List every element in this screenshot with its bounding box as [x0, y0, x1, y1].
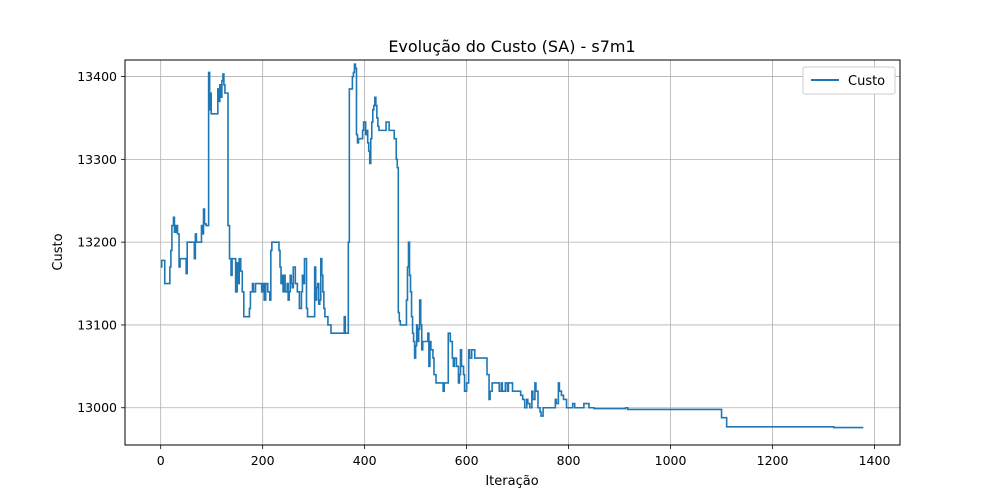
x-tick-label: 600 — [455, 453, 479, 468]
legend-label: Custo — [848, 74, 885, 89]
y-tick-label: 13000 — [77, 400, 117, 415]
series-layer — [160, 63, 864, 429]
chart-title: Evolução do Custo (SA) - s7m1 — [388, 37, 635, 56]
grid — [125, 60, 900, 445]
x-tick-label: 800 — [557, 453, 581, 468]
x-tick-label: 0 — [157, 453, 165, 468]
plot-area — [125, 60, 900, 445]
y-tick-label: 13400 — [77, 69, 117, 84]
x-tick-label: 1200 — [757, 453, 789, 468]
x-tick-label: 200 — [251, 453, 275, 468]
plot-frame — [124, 59, 901, 446]
x-axis-label: Iteração — [485, 474, 538, 489]
x-tick-label: 1000 — [655, 453, 687, 468]
legend: Custo — [802, 66, 896, 95]
y-tick-label: 13200 — [77, 235, 117, 250]
y-axis-ticks: 13000 13100 13200 13300 13400 — [77, 69, 125, 415]
y-tick-label: 13300 — [77, 152, 117, 167]
x-axis-ticks: 0 200 400 600 800 1000 1200 1400 — [157, 445, 891, 468]
x-tick-label: 400 — [353, 453, 377, 468]
y-axis-label: Custo — [51, 233, 66, 270]
series-line-custo — [160, 63, 864, 429]
legend-box — [802, 66, 896, 95]
y-tick-label: 13100 — [77, 317, 117, 332]
x-tick-label: 1400 — [859, 453, 891, 468]
